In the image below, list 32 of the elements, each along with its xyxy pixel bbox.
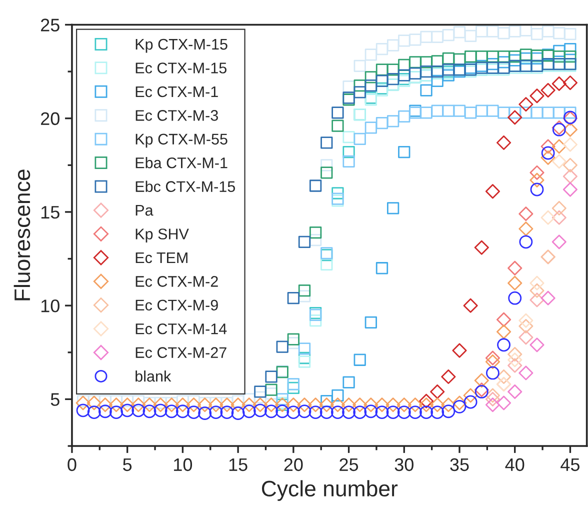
legend-label: Pa xyxy=(136,205,154,216)
legend-label: Ec CTX-M-1 xyxy=(136,86,218,98)
y-axis-title: Fluorescence xyxy=(14,170,30,300)
y-tick-label: 15 xyxy=(41,206,60,219)
legend-label: Ec CTX-M-3 xyxy=(136,110,218,121)
x-tick-label: 20 xyxy=(284,458,303,472)
x-tick-label: 15 xyxy=(229,458,248,472)
legend-label: Ec CTX-M-9 xyxy=(136,300,218,311)
legend-label: Ec CTX-M-27 xyxy=(136,347,226,358)
legend-label: Ec TEM xyxy=(136,252,188,264)
legend-label: blank xyxy=(136,370,172,382)
legend-label: Ec CTX-M-2 xyxy=(136,276,218,287)
legend-label: Kp CTX-M-15 xyxy=(136,38,228,53)
y-tick-label: 20 xyxy=(40,112,60,126)
legend-label: Eba CTX-M-1 xyxy=(136,157,228,168)
y-tick-label: 5 xyxy=(50,393,60,406)
legend-label: Kp SHV xyxy=(136,228,189,242)
x-tick-label: 40 xyxy=(505,458,524,472)
x-tick-label: 45 xyxy=(560,458,580,472)
y-tick-label: 25 xyxy=(40,18,60,32)
x-axis-title: Cycle number xyxy=(262,480,398,501)
x-tick-label: 10 xyxy=(174,458,192,472)
legend-label: Ec CTX-M-14 xyxy=(136,323,227,334)
x-tick-label: 35 xyxy=(450,458,469,472)
x-tick-label: 5 xyxy=(123,458,132,472)
x-tick-label: 30 xyxy=(394,458,414,472)
x-tick-label: 25 xyxy=(340,458,358,472)
legend-label: Ebc CTX-M-15 xyxy=(136,180,235,192)
x-tick-label: 0 xyxy=(68,458,76,472)
y-tick-label: 10 xyxy=(41,300,60,312)
legend-label: Kp CTX-M-55 xyxy=(136,134,228,148)
legend-label: Ec CTX-M-15 xyxy=(136,62,226,74)
